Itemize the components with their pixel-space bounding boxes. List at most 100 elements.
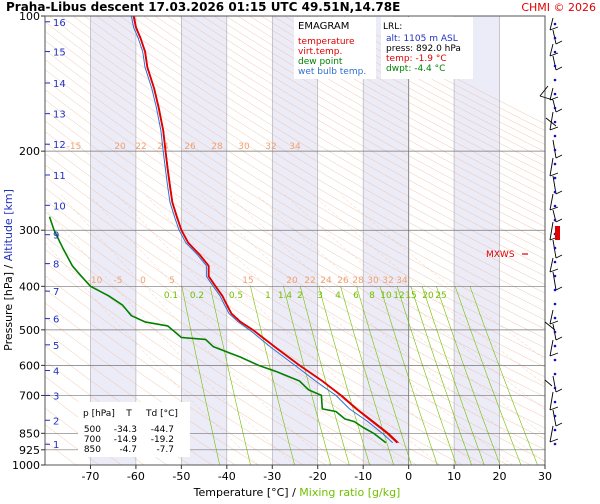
wind-point	[554, 121, 557, 124]
table-row-0-p: 500	[84, 425, 101, 435]
mxws-label: MXWS	[486, 250, 515, 260]
wind-point	[554, 345, 557, 348]
theta-label: 28	[352, 276, 364, 286]
x-tick-label: -40	[218, 470, 236, 483]
wind-barb-flag	[556, 191, 562, 194]
wind-barb-flag	[556, 155, 562, 158]
values-table: p [hPa] T Td [°C] 500 -34.3 -44.7 700 -1…	[78, 402, 190, 457]
table-row-1-t: -14.9	[114, 435, 138, 445]
wind-point	[554, 93, 557, 96]
wind-barb-shaft	[553, 56, 556, 70]
altitude-tick-label: 5	[53, 341, 59, 352]
table-row-0-td: -44.7	[151, 425, 174, 435]
x-tick-label: 0	[405, 470, 412, 483]
x-tick-label: -70	[81, 470, 99, 483]
theta-label: 20	[114, 142, 126, 152]
wind-point	[554, 219, 557, 222]
wind-barb-shaft	[550, 340, 553, 356]
x-tick-label: 10	[447, 470, 461, 483]
wind-point	[554, 51, 557, 54]
wind-point	[554, 65, 557, 68]
wind-barb-flag	[550, 207, 558, 210]
y-axis-label-pressure: Pressure [hPa]	[2, 272, 15, 351]
wind-barb-flag	[556, 337, 562, 340]
y-tick-label: 850	[19, 427, 40, 440]
wind-barb-segment	[545, 380, 552, 386]
wind-point	[554, 177, 557, 180]
y-tick-label: 400	[19, 280, 40, 293]
wind-point	[554, 37, 557, 40]
x-tick-label: -20	[309, 470, 327, 483]
wind-point	[554, 205, 557, 208]
wind-barb-flag	[556, 389, 562, 392]
theta-label: 30	[238, 142, 250, 152]
wind-point	[554, 317, 557, 320]
table-row-2-t: -4.7	[119, 445, 137, 455]
theta-label: 22	[304, 276, 315, 286]
y-tick-label: 600	[19, 359, 40, 372]
x-tick-label: 20	[493, 470, 507, 483]
wind-barb-shaft	[550, 258, 553, 272]
y-axis-label-altitude: Altitude [km]	[2, 189, 15, 261]
mixing-ratio-label: 6	[353, 291, 359, 301]
table-row-0-t: -34.3	[114, 425, 137, 435]
wind-point	[554, 443, 557, 446]
y-axis-label-separator: /	[2, 261, 15, 272]
theta-label: 15	[242, 276, 253, 286]
wind-point	[554, 261, 557, 264]
wind-barb-flag	[556, 67, 562, 70]
altitude-tick-label: 15	[53, 48, 66, 59]
theta-label: 26	[184, 142, 196, 152]
altitude-tick-label: 8	[53, 260, 59, 271]
legend-item-virtual: virt.temp.	[298, 47, 342, 57]
y-tick-label: 200	[19, 145, 40, 158]
x-tick-label: 30	[538, 470, 552, 483]
wind-barb-shaft	[550, 158, 553, 176]
mixing-ratio-label: 10	[380, 291, 392, 301]
wind-point	[554, 289, 557, 292]
theta-label: 26	[337, 276, 349, 286]
y-tick-label: 300	[19, 224, 40, 237]
wind-barb-flag	[556, 109, 562, 112]
theta-label: -15	[67, 142, 82, 152]
altitude-tick-label: 7	[53, 287, 59, 298]
theta-label: 32	[265, 142, 276, 152]
wind-barb-flag	[556, 423, 562, 426]
altitude-tick-label: 1	[53, 440, 59, 451]
wind-point	[554, 247, 557, 250]
y-tick-label: 925	[19, 444, 40, 457]
chart-title: Praha-Libus descent 17.03.2026 01:15 UTC…	[6, 0, 400, 14]
wind-point	[554, 359, 557, 362]
wind-barb-shaft	[553, 376, 556, 392]
mixing-ratio-label: 4	[335, 291, 341, 301]
altitude-tick-label: 13	[53, 110, 66, 121]
mixing-ratio-label: 0.5	[229, 291, 243, 301]
wind-barb-flag	[550, 269, 558, 272]
altitude-tick-label: 12	[53, 140, 66, 151]
lrl-dwpt: dwpt: -4.4 °C	[386, 64, 445, 74]
y-axis-title: Pressure [hPa] / Altitude [km]	[2, 189, 15, 351]
x-axis-title: Temperature [°C] / Mixing ratio [g/kg]	[193, 486, 401, 499]
table-header-p: p [hPa]	[83, 409, 115, 419]
theta-label: 34	[396, 276, 408, 286]
y-tick-label: 1000	[12, 459, 40, 472]
table-header-td: Td [°C]	[145, 409, 178, 419]
theta-label: 28	[211, 142, 223, 152]
wind-barb-flag	[550, 439, 558, 442]
altitude-tick-label: 9	[53, 231, 59, 242]
wind-point	[554, 387, 557, 390]
theta-label: -5	[114, 276, 123, 286]
y-tick-label: 500	[19, 324, 40, 337]
wind-barb-flag	[550, 321, 558, 324]
wind-barb-flag	[550, 353, 558, 356]
y-tick-label: 700	[19, 389, 40, 402]
legend-item-dewpoint: dew point	[298, 57, 343, 67]
wind-point	[554, 275, 557, 278]
theta-label: 32	[382, 276, 393, 286]
altitude-tick-label: 4	[53, 367, 59, 378]
altitude-tick-label: 16	[53, 18, 66, 29]
x-tick-label: -60	[127, 470, 145, 483]
wind-max-marker	[555, 226, 560, 240]
